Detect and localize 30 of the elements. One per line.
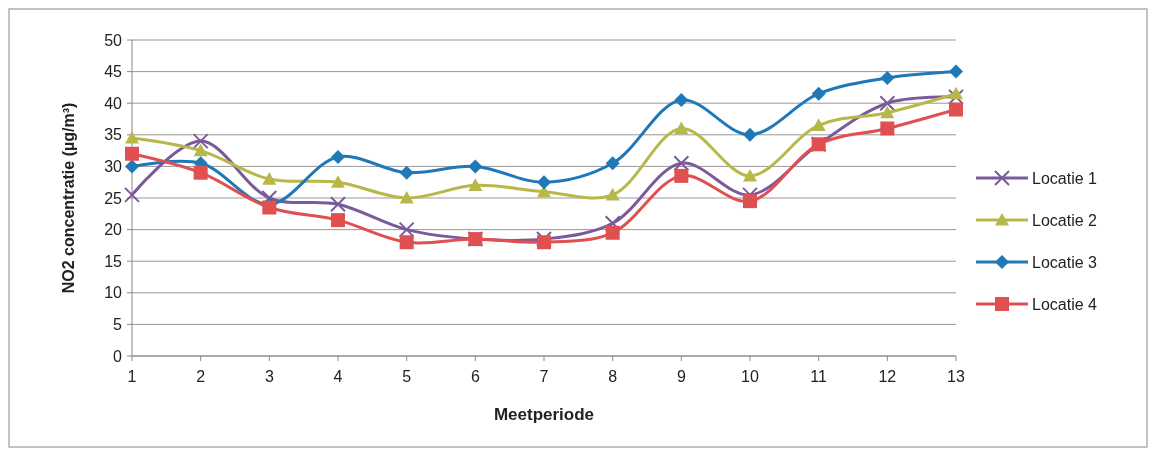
x-tick-label: 4 [333,368,343,385]
y-tick-label: 0 [113,347,123,365]
y-tick-label: 5 [113,316,123,333]
x-tick-label: 12 [878,368,897,385]
x-tick-label: 9 [676,368,686,385]
legend-label: Locatie 1 [1032,169,1098,187]
y-tick-label: 25 [104,189,123,207]
x-tick-label: 2 [196,368,206,385]
x-tick-label: 8 [608,368,618,385]
legend-label: Locatie 3 [1032,253,1098,271]
x-tick-label: 3 [264,368,274,385]
y-tick-label: 40 [104,94,123,112]
x-tick-label: 5 [402,368,412,385]
y-tick-label: 10 [104,284,123,302]
x-tick-label: 13 [947,368,965,385]
x-tick-label: 10 [741,368,759,385]
y-tick-label: 45 [104,63,123,81]
x-tick-label: 7 [539,368,549,385]
y-tick-label: 50 [104,31,123,49]
legend-label: Locatie 4 [1032,295,1098,313]
x-tick-label: 11 [810,368,828,385]
y-tick-label: 35 [104,126,123,144]
x-tick-label: 6 [470,368,480,385]
y-tick-label: 30 [104,158,123,175]
legend-label: Locatie 2 [1032,211,1098,229]
x-axis-title: Meetperiode [493,405,595,424]
x-tick-label: 1 [127,368,137,385]
y-tick-label: 20 [104,221,123,239]
y-axis-title: NO2 concentratie (µg/m³) [60,102,77,294]
y-tick-label: 15 [104,252,123,270]
